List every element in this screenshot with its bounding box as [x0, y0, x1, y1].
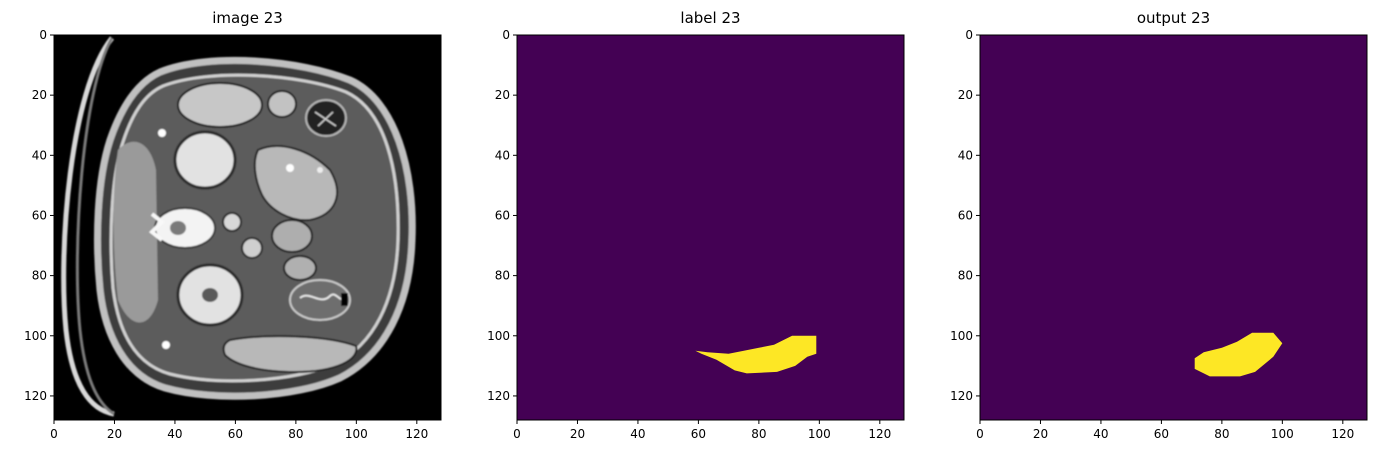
- y-tick-label: 80: [958, 269, 973, 283]
- x-tick-label: 80: [751, 427, 766, 441]
- x-tick-label: 60: [1154, 427, 1169, 441]
- y-tick-label: 80: [32, 269, 47, 283]
- y-tick-label: 40: [495, 148, 510, 162]
- axes-frame: [53, 34, 442, 421]
- mask-region: [1194, 332, 1283, 377]
- x-tick-label: 80: [1214, 427, 1229, 441]
- x-tick-label: 100: [345, 427, 368, 441]
- y-tick-label: 80: [495, 269, 510, 283]
- panel-output: output 23 0 20 40 60 80 100 120 0 20 40 60 80 100 12…: [950, 9, 1368, 441]
- x-tick-label: 20: [1033, 427, 1048, 441]
- y-axis: 0 20 40 60 80 100 120: [24, 28, 54, 403]
- y-tick-label: 40: [958, 148, 973, 162]
- x-tick-label: 20: [570, 427, 585, 441]
- x-tick-label: 60: [228, 427, 243, 441]
- y-tick-label: 120: [487, 389, 510, 403]
- x-tick-label: 120: [1331, 427, 1354, 441]
- x-tick-label: 120: [868, 427, 891, 441]
- x-tick-label: 60: [691, 427, 706, 441]
- x-tick-label: 0: [50, 427, 58, 441]
- x-tick-label: 40: [630, 427, 645, 441]
- x-tick-label: 120: [405, 427, 428, 441]
- x-tick-label: 0: [513, 427, 521, 441]
- y-tick-label: 0: [39, 28, 47, 42]
- ct-image: [54, 35, 441, 420]
- x-tick-label: 40: [1093, 427, 1108, 441]
- axes-frame: [516, 34, 905, 421]
- x-tick-label: 80: [288, 427, 303, 441]
- y-tick-label: 60: [958, 208, 973, 222]
- y-tick-label: 20: [32, 88, 47, 102]
- ct-body: [93, 56, 416, 400]
- y-tick-label: 20: [958, 88, 973, 102]
- mask-background: [980, 35, 1367, 420]
- mask-region: [695, 335, 817, 374]
- x-axis: 0 20 40 60 80 100 120: [513, 420, 891, 441]
- y-tick-label: 120: [950, 389, 973, 403]
- x-tick-label: 100: [1271, 427, 1294, 441]
- panel-image: image 23: [24, 9, 442, 441]
- y-tick-label: 100: [487, 329, 510, 343]
- panel-title: output 23: [1137, 9, 1210, 27]
- y-tick-label: 60: [495, 208, 510, 222]
- y-tick-label: 0: [965, 28, 973, 42]
- x-tick-label: 0: [976, 427, 984, 441]
- y-tick-label: 100: [24, 329, 47, 343]
- y-tick-label: 120: [24, 389, 47, 403]
- panel-title: label 23: [680, 9, 740, 27]
- y-tick-label: 0: [502, 28, 510, 42]
- x-axis: 0 20 40 60 80 100 120: [50, 420, 428, 441]
- ct-table-arc: [61, 36, 115, 417]
- axes-frame: [979, 34, 1368, 421]
- panel-label: label 23 0 20 40 60 80 100 120 0 20 40 60 80 100 120: [487, 9, 905, 441]
- y-axis: 0 20 40 60 80 100 120: [487, 28, 517, 403]
- mask-background: [517, 35, 904, 420]
- x-tick-label: 100: [808, 427, 831, 441]
- panel-title: image 23: [212, 9, 283, 27]
- y-tick-label: 40: [32, 148, 47, 162]
- x-tick-label: 40: [167, 427, 182, 441]
- y-tick-label: 20: [495, 88, 510, 102]
- y-axis: 0 20 40 60 80 100 120: [950, 28, 980, 403]
- x-tick-label: 20: [107, 427, 122, 441]
- y-tick-label: 100: [950, 329, 973, 343]
- x-axis: 0 20 40 60 80 100 120: [976, 420, 1354, 441]
- y-tick-label: 60: [32, 208, 47, 222]
